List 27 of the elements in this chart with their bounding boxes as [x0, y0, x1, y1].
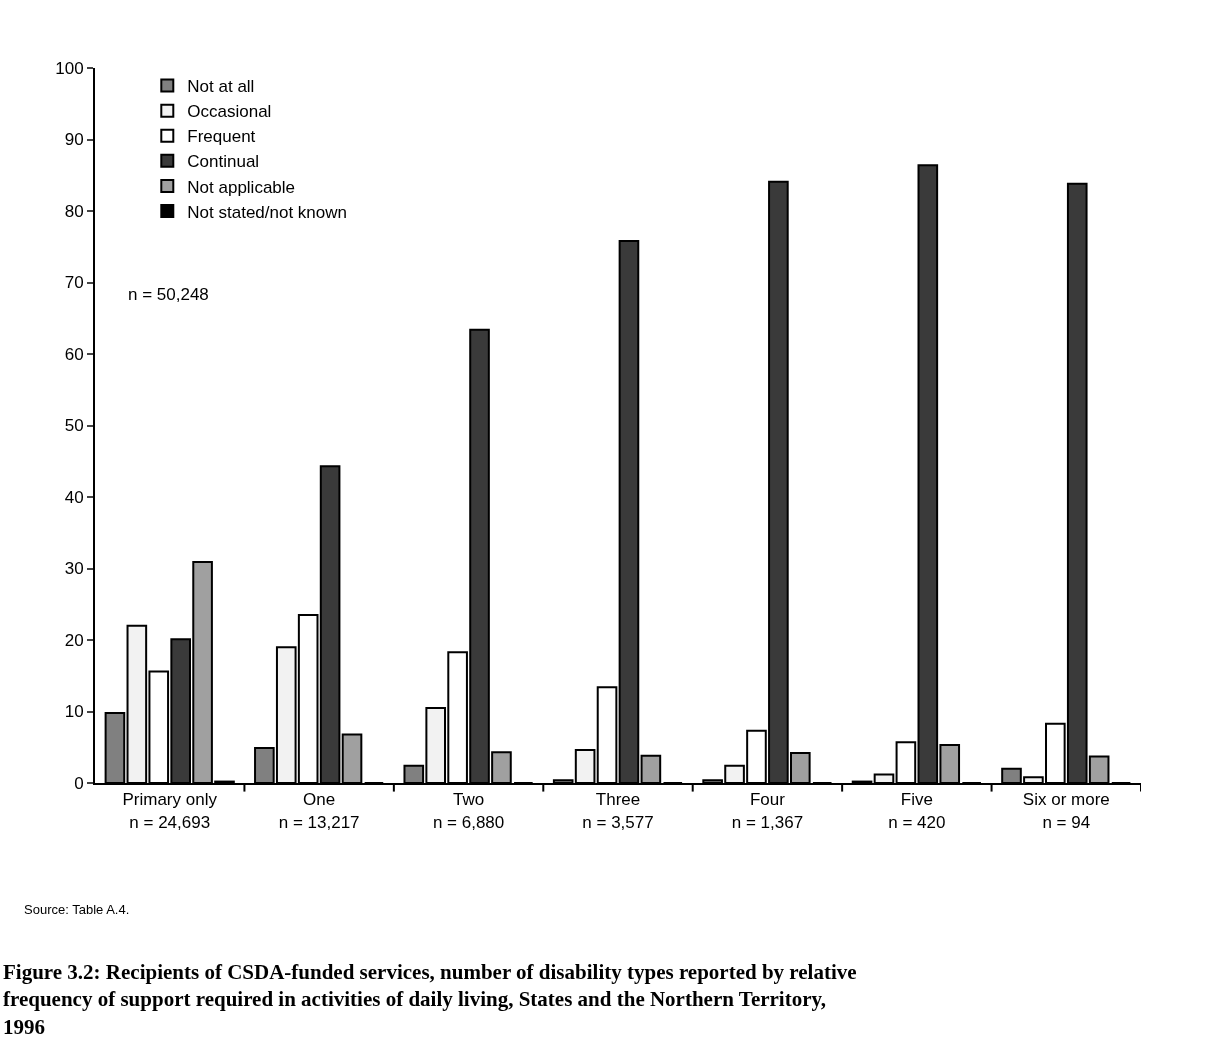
legend-label: Not applicable	[187, 177, 296, 197]
y-tick-label: 80	[64, 201, 84, 221]
y-tick-label: 90	[64, 130, 84, 150]
y-tick-label: 0	[74, 773, 84, 793]
y-tick-label: 10	[64, 702, 84, 722]
y-tick-label: 50	[64, 416, 84, 436]
x-tick-label: Four n = 1,367	[731, 790, 804, 832]
x-tick-label: Three n = 3,577	[582, 790, 654, 832]
source-note: Source: Table A.4.	[24, 902, 130, 917]
y-tick-label: 20	[64, 630, 84, 650]
legend-label: Not stated/not known	[187, 202, 348, 222]
x-tick-label: Two n = 6,880	[432, 790, 505, 832]
text: Figure 3.2: Recipients of CSDA-funded services, number of disability types reported by relative frequency of support required in activities of daily living, States and the Northern Territory, 1996	[3, 960, 857, 1039]
annotation: n = 50,248	[128, 285, 209, 304]
y-tick-label: 30	[64, 559, 84, 579]
legend-label: Frequent	[187, 127, 256, 147]
y-tick-label: 60	[64, 344, 84, 364]
x-tick-label: Five n = 420	[888, 790, 946, 832]
y-tick-label: 70	[64, 273, 84, 293]
legend-label: Continual	[187, 152, 260, 172]
x-tick-label: One n = 13,217	[278, 790, 360, 832]
y-tick-label: 100	[55, 58, 84, 78]
x-tick-label: Primary only n = 24,693	[122, 790, 218, 832]
legend-label: Not at all	[187, 77, 255, 97]
x-tick-label: Six or more n = 94	[1022, 790, 1110, 832]
y-tick-label: 40	[64, 487, 84, 507]
legend-label: Occasional	[187, 102, 272, 122]
